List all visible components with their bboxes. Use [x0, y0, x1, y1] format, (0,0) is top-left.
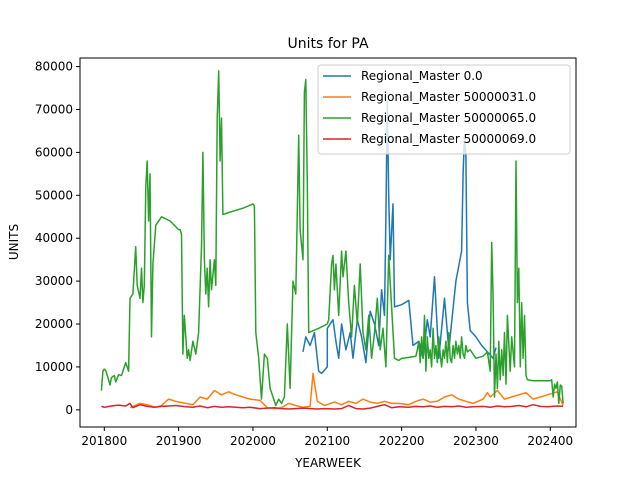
- y-tick-label: 10000: [35, 360, 73, 374]
- x-tick-label: 202200: [379, 434, 425, 448]
- legend-label-4: Regional_Master 50000069.0: [361, 132, 536, 146]
- series-line-4: [101, 402, 564, 410]
- legend-label-2: Regional_Master 50000031.0: [361, 90, 536, 104]
- x-tick-label: 202400: [527, 434, 573, 448]
- legend-box: [317, 64, 571, 155]
- x-tick-label: 202000: [230, 434, 276, 448]
- y-tick-label: 30000: [35, 274, 73, 288]
- legend: Regional_Master 0.0 Regional_Master 50000…: [317, 64, 571, 155]
- series-line-3: [100, 70, 564, 407]
- series-layer: [100, 70, 564, 410]
- chart-title: Units for PA: [287, 36, 368, 52]
- y-tick-label: 0: [65, 403, 73, 417]
- y-axis-label: UNITS: [7, 224, 21, 260]
- y-tick-label: 20000: [35, 317, 73, 331]
- x-tick-label: 202300: [453, 434, 499, 448]
- y-tick-label: 60000: [35, 145, 73, 159]
- y-tick-label: 40000: [35, 231, 73, 245]
- axes-layer: 201800 201900 202000 202100 202200 202300 2024…: [35, 60, 573, 448]
- y-tick-label: 80000: [35, 60, 73, 74]
- x-tick-label: 202100: [304, 434, 350, 448]
- x-axis-label: YEARWEEK: [294, 456, 362, 470]
- x-tick-label: 201900: [156, 434, 202, 448]
- plot-frame: [79, 57, 577, 428]
- legend-label-3: Regional_Master 50000065.0: [361, 111, 536, 125]
- x-tick-label: 201800: [81, 434, 127, 448]
- series-line-2: [129, 372, 564, 410]
- y-tick-label: 70000: [35, 102, 73, 116]
- y-tick-label: 50000: [35, 188, 73, 202]
- legend-label-1: Regional_Master 0.0: [361, 69, 483, 83]
